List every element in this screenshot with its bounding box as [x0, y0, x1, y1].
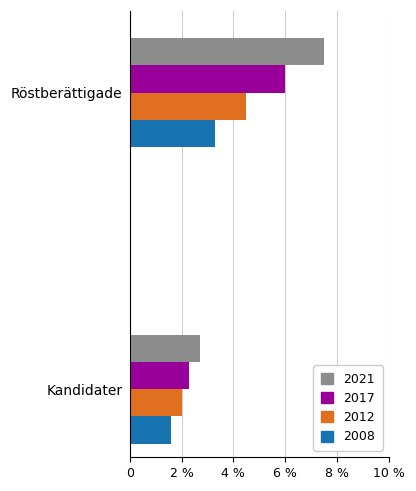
Bar	[130, 120, 215, 147]
Bar	[130, 93, 246, 120]
Bar	[130, 416, 171, 443]
Legend: 2021, 2017, 2012, 2008: 2021, 2017, 2012, 2008	[313, 365, 383, 451]
Bar	[130, 362, 189, 389]
Bar	[130, 335, 200, 362]
Bar	[130, 38, 324, 65]
Bar	[130, 65, 285, 93]
Bar	[130, 389, 181, 416]
